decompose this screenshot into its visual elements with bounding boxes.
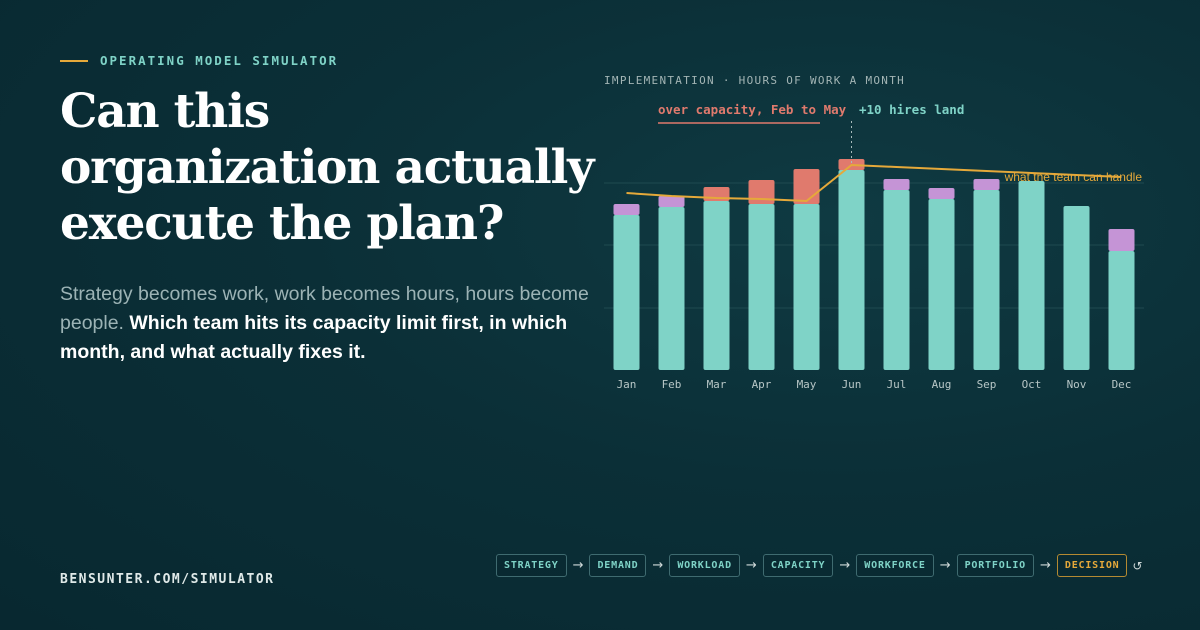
bar-extra-dec [1108,229,1135,251]
bar-extra-jul [883,179,910,190]
loop-icon: ↺ [1132,558,1143,573]
x-tick-label: Mar [707,378,727,391]
bar-extra-sep [973,179,1000,190]
pipeline-step-workforce[interactable]: WORKFORCE [856,554,934,577]
subtitle-emphasis: Which team hits its capacity limit first… [60,312,568,363]
x-tick-label: Jun [842,378,862,391]
x-tick-label: Jul [887,378,907,391]
bar-base-apr [748,204,775,370]
bar-base-jun [838,170,865,370]
pipeline-arrow-icon: → [652,558,664,573]
pipeline-arrow-icon: → [745,558,757,573]
eyebrow-text: OPERATING MODEL SIMULATOR [100,53,339,68]
x-tick-label: Jan [617,378,637,391]
x-tick-label: Apr [752,378,772,391]
x-tick-label: Nov [1067,378,1087,391]
bar-base-feb [658,207,685,370]
pipeline-arrow-icon: → [839,558,851,573]
bar-base-aug [928,199,955,370]
x-tick-label: Oct [1022,378,1042,391]
bar-base-mar [703,201,730,370]
bar-base-jan [613,215,640,370]
pipeline-step-portfolio[interactable]: PORTFOLIO [956,554,1034,577]
pipeline-step-strategy[interactable]: STRATEGY [496,554,567,577]
bar-base-dec [1108,251,1135,370]
pipeline-arrow-icon: → [572,558,584,573]
footer-url[interactable]: BENSUNTER.COM/SIMULATOR [60,572,275,587]
bar-base-jul [883,190,910,370]
pipeline-flow: STRATEGY → DEMAND → WORKLOAD → CAPACITY → WORKFO… [496,554,1143,577]
subtitle-lead: Strategy becomes work, work becomes hour… [60,283,589,334]
bar-extra-aug [928,188,955,199]
bar-extra-jan [613,204,640,215]
subtitle: Strategy becomes work, work becomes hour… [60,280,608,367]
bar-base-nov [1063,206,1090,370]
pipeline-step-capacity[interactable]: CAPACITY [762,554,834,577]
capacity-line-label: what the team can handle [1004,170,1143,184]
pipeline-arrow-icon: → [1039,558,1051,573]
bar-over-may [793,169,820,204]
hires-annotation: +10 hires land [859,102,964,117]
chart-title: IMPLEMENTATION · HOURS OF WORK A MONTH [604,74,906,87]
bar-base-may [793,204,820,370]
pipeline-step-decision[interactable]: DECISION [1056,554,1128,577]
page-title: Can this organization actually execute t… [60,84,594,251]
pipeline-step-workload[interactable]: WORKLOAD [669,554,740,577]
bar-base-sep [973,190,1000,370]
eyebrow: OPERATING MODEL SIMULATOR [60,53,338,68]
bar-extra-feb [658,196,685,207]
x-tick-label: Feb [662,378,682,391]
eyebrow-accent-line [60,59,88,62]
x-tick-label: May [797,378,817,391]
bar-base-oct [1018,181,1045,370]
pipeline-arrow-icon: → [939,558,951,573]
capacity-line [626,163,1122,203]
x-tick-label: Dec [1112,378,1132,391]
pipeline-step-demand[interactable]: DEMAND [589,554,647,577]
x-tick-label: Sep [977,378,997,391]
x-tick-label: Aug [932,378,952,391]
over-capacity-annotation: over capacity, Feb to May [658,102,847,117]
